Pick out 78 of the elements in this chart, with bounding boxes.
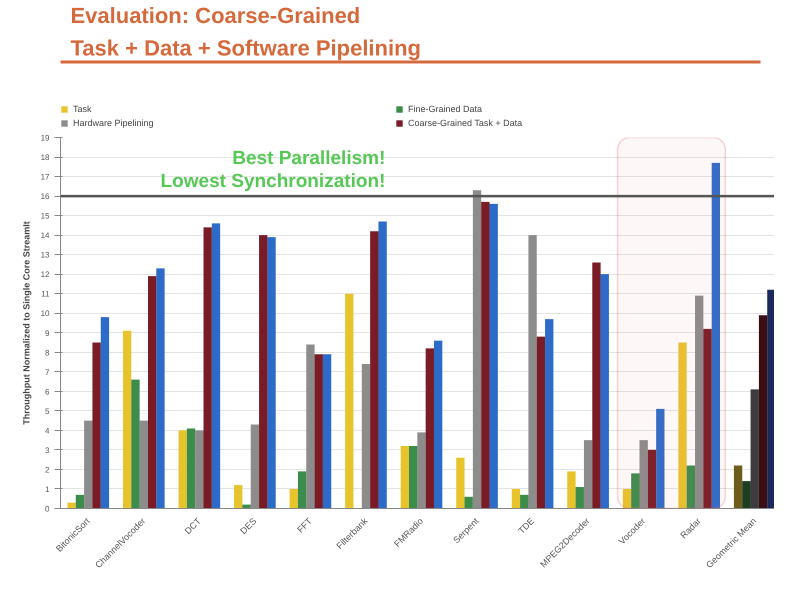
bar	[234, 485, 242, 508]
y-tick-label: 18	[40, 153, 50, 162]
y-tick-label: 16	[40, 192, 50, 202]
bar	[750, 389, 759, 508]
y-tick-label: 11	[41, 290, 50, 299]
bar	[567, 471, 576, 508]
legend-label: Coarse-Grained Task + Data	[408, 118, 524, 128]
legend-label: Fine-Grained Data	[408, 104, 484, 114]
bar	[156, 268, 165, 508]
bar	[678, 342, 687, 508]
bar	[456, 458, 465, 508]
y-tick-label: 19	[40, 134, 50, 142]
annotation: Lowest Synchronization!	[160, 171, 386, 192]
bar	[100, 317, 110, 508]
bar	[576, 487, 584, 508]
bar	[481, 202, 490, 508]
bar	[426, 348, 434, 508]
y-tick-label: 8	[45, 348, 50, 358]
bar	[131, 380, 140, 508]
legend-label: Hardware Pipelining	[73, 118, 155, 128]
bar	[434, 340, 442, 508]
bar	[464, 496, 473, 508]
legend-label: Task	[73, 104, 93, 114]
bar	[290, 488, 298, 508]
y-tick-label: 4	[45, 426, 50, 436]
bar	[490, 204, 498, 508]
bar	[314, 354, 323, 508]
y-axis-title: Throughput Normalized to Single Core StreamIt	[22, 221, 32, 425]
bar	[656, 408, 664, 508]
bar	[178, 430, 187, 508]
y-tick-label: 9	[45, 328, 50, 338]
bar	[545, 319, 554, 508]
bar	[712, 162, 720, 508]
y-tick-label: 1	[45, 484, 50, 494]
y-tick-label: 6	[45, 387, 50, 396]
bar	[622, 488, 632, 508]
bar	[267, 237, 276, 508]
bar	[512, 488, 520, 508]
annotation: Best Parallelism!	[232, 148, 386, 170]
y-tick-label: 5	[45, 406, 50, 416]
bar	[600, 274, 609, 508]
y-tick-label: 2	[45, 465, 50, 474]
bar	[378, 221, 387, 508]
bar	[345, 294, 354, 508]
bar	[67, 502, 76, 508]
bar	[592, 262, 601, 508]
bar	[631, 473, 640, 508]
bar	[92, 342, 101, 508]
bar	[648, 450, 656, 508]
bar	[298, 471, 306, 508]
bar	[409, 446, 418, 508]
y-tick-label: 15	[40, 212, 50, 221]
bar	[186, 428, 196, 508]
bar	[212, 223, 220, 508]
y-tick-label: 13	[40, 250, 50, 260]
bar	[204, 227, 212, 508]
bar	[148, 276, 156, 508]
bar	[703, 328, 712, 508]
bar	[122, 330, 132, 508]
bar	[758, 315, 768, 508]
y-tick-label: 7	[45, 368, 50, 377]
chart-title: Evaluation: Coarse-Grained Task + Data + Software Pipelining	[70, 3, 421, 60]
bar	[400, 446, 410, 508]
bar	[322, 354, 332, 508]
bar	[370, 231, 378, 508]
y-tick-label: 12	[40, 270, 50, 280]
bar	[76, 494, 84, 508]
y-tick-label: 0	[45, 504, 50, 514]
bar	[734, 466, 742, 508]
bar	[520, 494, 528, 508]
y-tick-label: 17	[40, 172, 50, 182]
y-tick-label: 3	[45, 446, 50, 455]
bar	[742, 481, 751, 508]
y-tick-label: 10	[40, 309, 50, 318]
bar	[536, 336, 546, 508]
y-tick-label: 14	[40, 231, 50, 240]
bar	[686, 466, 696, 508]
bar	[259, 235, 268, 508]
